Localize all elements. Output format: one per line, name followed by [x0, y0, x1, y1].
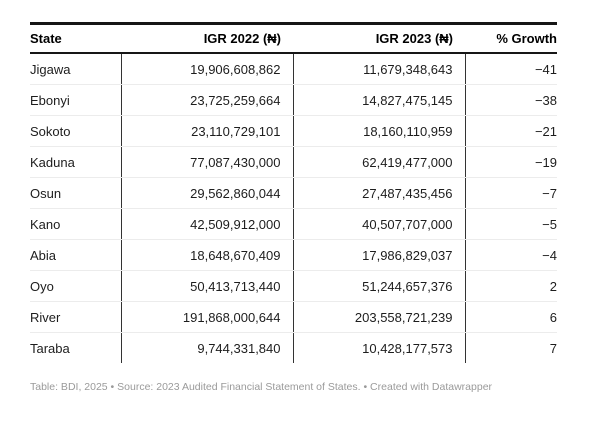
- cell-state: Osun: [30, 177, 121, 209]
- cell-igr-2022: 29,562,860,044: [120, 177, 293, 209]
- cell-igr-2022: 191,868,000,644: [120, 301, 293, 333]
- cell-growth: −19: [464, 146, 557, 178]
- cell-growth: 7: [464, 332, 557, 363]
- cell-growth: −4: [464, 239, 557, 271]
- table-row: Ebonyi 23,725,259,664 14,827,475,145 −38: [30, 84, 557, 116]
- cell-igr-2022: 77,087,430,000: [120, 146, 293, 178]
- table-row: Abia 18,648,670,409 17,986,829,037 −4: [30, 239, 557, 271]
- igr-growth-table: State IGR 2022 (₦) IGR 2023 (₦) % Growth…: [30, 22, 557, 363]
- cell-state: Abia: [30, 239, 121, 271]
- header-igr-2023: IGR 2023 (₦): [293, 22, 465, 54]
- cell-igr-2023: 14,827,475,145: [292, 84, 465, 116]
- table-row: Jigawa 19,906,608,862 11,679,348,643 −41: [30, 53, 557, 85]
- cell-growth: −7: [464, 177, 557, 209]
- cell-igr-2023: 203,558,721,239: [292, 301, 465, 333]
- cell-growth: −41: [464, 53, 557, 85]
- cell-igr-2022: 9,744,331,840: [120, 332, 293, 363]
- cell-igr-2022: 18,648,670,409: [120, 239, 293, 271]
- table-row: Sokoto 23,110,729,101 18,160,110,959 −21: [30, 115, 557, 147]
- table-header: State IGR 2022 (₦) IGR 2023 (₦) % Growth: [30, 22, 557, 54]
- cell-growth: −21: [464, 115, 557, 147]
- cell-state: River: [30, 301, 121, 333]
- cell-state: Ebonyi: [30, 84, 121, 116]
- cell-igr-2023: 11,679,348,643: [292, 53, 465, 85]
- cell-state: Sokoto: [30, 115, 121, 147]
- cell-igr-2023: 27,487,435,456: [292, 177, 465, 209]
- cell-growth: −5: [464, 208, 557, 240]
- table-row: Taraba 9,744,331,840 10,428,177,573 7: [30, 332, 557, 363]
- cell-igr-2023: 17,986,829,037: [292, 239, 465, 271]
- cell-igr-2023: 51,244,657,376: [292, 270, 465, 302]
- table-footnote: Table: BDI, 2025 • Source: 2023 Audited …: [30, 381, 493, 393]
- cell-igr-2022: 23,110,729,101: [120, 115, 293, 147]
- table-row: Kano 42,509,912,000 40,507,707,000 −5: [30, 208, 557, 240]
- header-growth: % Growth: [465, 22, 557, 54]
- cell-igr-2023: 40,507,707,000: [292, 208, 465, 240]
- header-state: State: [30, 22, 121, 54]
- cell-igr-2022: 42,509,912,000: [120, 208, 293, 240]
- table-row: Kaduna 77,087,430,000 62,419,477,000 −19: [30, 146, 557, 178]
- cell-state: Jigawa: [30, 53, 121, 85]
- cell-igr-2023: 18,160,110,959: [292, 115, 465, 147]
- cell-igr-2023: 62,419,477,000: [292, 146, 465, 178]
- cell-igr-2023: 10,428,177,573: [292, 332, 465, 363]
- header-row: State IGR 2022 (₦) IGR 2023 (₦) % Growth: [30, 22, 557, 54]
- table-row: River 191,868,000,644 203,558,721,239 6: [30, 301, 557, 333]
- cell-state: Kaduna: [30, 146, 121, 178]
- table-row: Oyo 50,413,713,440 51,244,657,376 2: [30, 270, 557, 302]
- cell-growth: 6: [464, 301, 557, 333]
- cell-state: Oyo: [30, 270, 121, 302]
- cell-growth: 2: [464, 270, 557, 302]
- header-igr-2022: IGR 2022 (₦): [121, 22, 293, 54]
- cell-growth: −38: [464, 84, 557, 116]
- cell-igr-2022: 23,725,259,664: [120, 84, 293, 116]
- table-body: Jigawa 19,906,608,862 11,679,348,643 −41 Ebo…: [30, 53, 557, 363]
- cell-state: Taraba: [30, 340, 70, 356]
- table-row: Osun 29,562,860,044 27,487,435,456 −7: [30, 177, 557, 209]
- cell-igr-2022: 50,413,713,440: [120, 270, 293, 302]
- cell-igr-2022: 19,906,608,862: [120, 53, 293, 85]
- cell-state: Kano: [30, 208, 121, 240]
